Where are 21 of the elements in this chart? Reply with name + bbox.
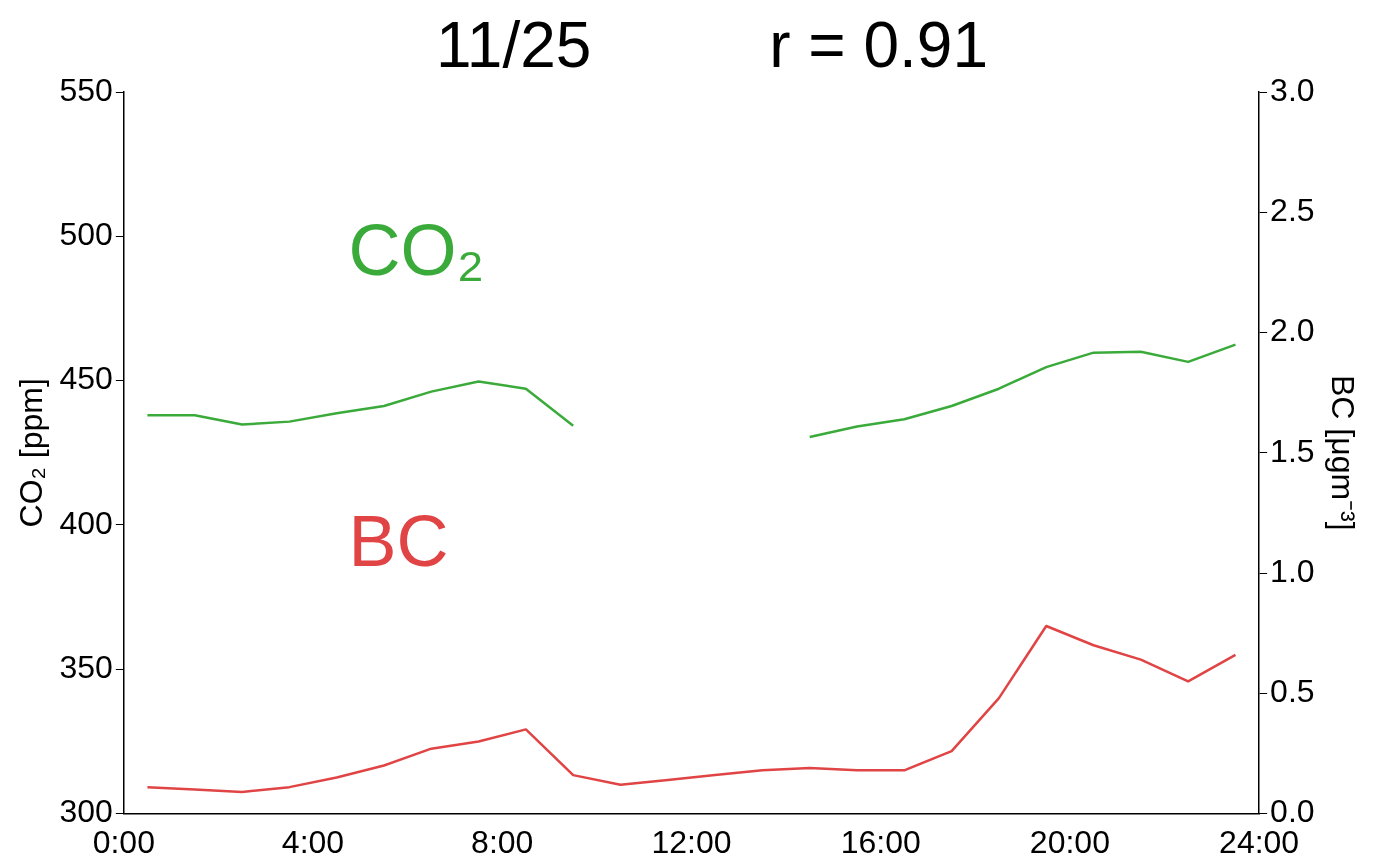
x-tick-label: 12:00 xyxy=(651,823,732,860)
y2-tick-label: 3.0 xyxy=(1270,71,1315,108)
y-tick-label: 500 xyxy=(59,216,113,253)
series-label: CO₂ xyxy=(348,209,485,290)
x-tick-label: 8:00 xyxy=(471,823,534,860)
y-tick-label: 550 xyxy=(59,71,113,108)
y2-tick-label: 2.0 xyxy=(1270,312,1315,349)
x-tick-label: 16:00 xyxy=(840,823,921,860)
y2-axis-title: BC [μgm⁻³] xyxy=(1324,374,1361,531)
y2-tick-label: 1.0 xyxy=(1270,552,1315,589)
x-tick-label: 20:00 xyxy=(1029,823,1110,860)
y-axis-title: CO₂ [ppm] xyxy=(13,378,50,528)
x-tick-label: 4:00 xyxy=(281,823,345,860)
y2-tick-label: 2.5 xyxy=(1270,192,1315,229)
y2-tick-label: 0.5 xyxy=(1270,673,1315,710)
text: BC xyxy=(348,500,449,581)
y-tick-label: 400 xyxy=(59,504,113,541)
y2-tick-label: 1.5 xyxy=(1270,432,1315,469)
y-tick-label: 350 xyxy=(59,649,113,686)
y-tick-label: 450 xyxy=(59,360,113,397)
chart-title: 11/25 r = 0.91 xyxy=(435,9,989,81)
